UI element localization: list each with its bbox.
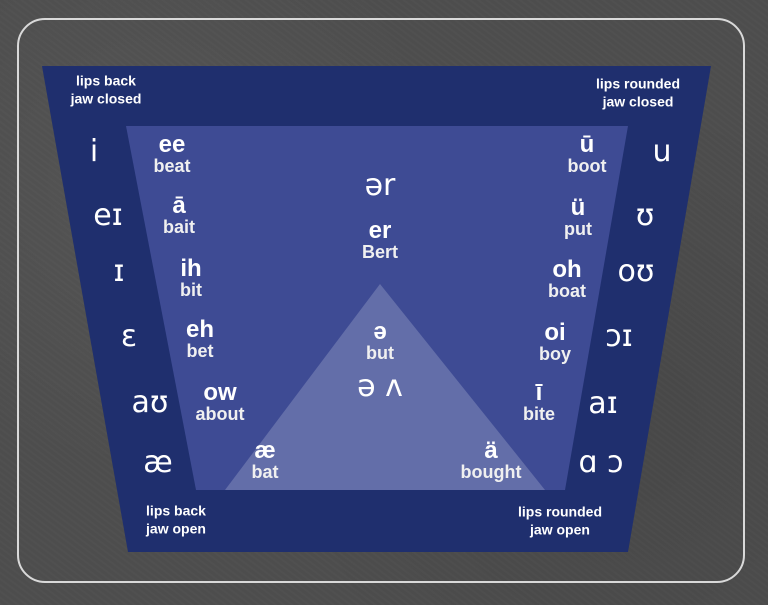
corner-bottom-left: lips back jaw open (146, 502, 206, 537)
key-bottom-right: ä bought (460, 437, 522, 482)
ipa-left: æ (143, 445, 173, 480)
ipa-left: i (89, 134, 99, 169)
ipa-right: aɪ (588, 386, 618, 421)
key-right: ī bite (522, 379, 556, 424)
key-right: ü put (564, 194, 592, 239)
ipa-right: u (652, 134, 672, 169)
corner-top-right: lips rounded jaw closed (596, 75, 680, 110)
ipa-right: ɑ ɔ (578, 445, 624, 480)
ipa-center-schwa: ə ʌ (357, 369, 403, 404)
ipa-left: aʊ (131, 385, 169, 420)
key-center-r: er Bert (361, 217, 399, 262)
key-left: ih bit (180, 255, 202, 300)
ipa-left: eɪ (93, 198, 123, 233)
ipa-left: ɪ (113, 254, 125, 289)
ipa-center-r: ər (364, 168, 396, 203)
key-bottom-left: æ bat (251, 437, 279, 482)
key-right: oi boy (538, 319, 572, 364)
ipa-right: oʊ (617, 254, 655, 289)
key-right: ū boot (567, 131, 607, 176)
key-center-schwa: ə but (366, 318, 394, 363)
key-right: oh boat (548, 256, 586, 301)
ipa-right: ʊ (635, 198, 655, 233)
key-left: ee beat (153, 131, 191, 176)
key-left: eh bet (185, 316, 215, 361)
key-left: ow about (195, 379, 245, 424)
center-triangle (225, 284, 545, 490)
slide-frame (17, 18, 745, 583)
ipa-left: ɛ (120, 319, 138, 354)
ipa-right: ɔɪ (605, 319, 633, 354)
corner-top-left: lips back jaw closed (70, 72, 142, 107)
corner-bottom-right: lips rounded jaw open (518, 503, 602, 538)
key-left: ā bait (162, 192, 196, 237)
